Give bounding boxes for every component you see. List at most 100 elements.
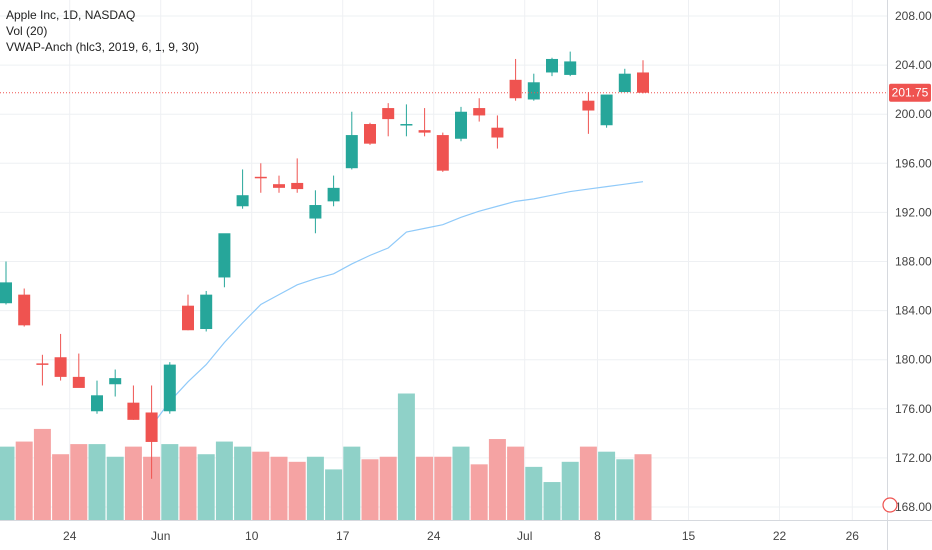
candle xyxy=(218,233,231,288)
volume-bar xyxy=(0,446,15,520)
time-tick-label: 15 xyxy=(682,529,696,543)
volume-indicator-label[interactable]: Vol (20) xyxy=(6,24,48,38)
volume-bar xyxy=(52,454,70,520)
candle xyxy=(455,106,467,142)
candle xyxy=(546,57,558,77)
candle-body xyxy=(127,402,140,420)
candle-body xyxy=(527,82,540,100)
candle xyxy=(273,175,285,193)
candle xyxy=(564,51,577,77)
volume-bar xyxy=(215,441,233,520)
volume-bar xyxy=(543,482,561,520)
candle-body xyxy=(109,378,122,385)
volume-bar xyxy=(143,456,161,520)
volume-bar xyxy=(470,464,488,520)
price-tick-label: 196.00 xyxy=(895,156,932,170)
volume-bar xyxy=(197,454,215,520)
time-tick-label: 22 xyxy=(773,529,787,543)
candle xyxy=(382,103,395,137)
volume-bar xyxy=(488,439,506,520)
price-tick-label: 180.00 xyxy=(895,353,932,367)
candle-body xyxy=(91,395,103,412)
candle-body xyxy=(236,195,249,207)
candle xyxy=(582,92,595,134)
price-tick-label: 184.00 xyxy=(895,304,932,318)
vwap-indicator-label[interactable]: VWAP-Anch (hlc3, 2019, 6, 1, 9, 30) xyxy=(6,40,199,54)
candle-body xyxy=(400,124,413,126)
candle-body xyxy=(72,376,85,388)
candle-body xyxy=(36,363,49,365)
candle xyxy=(345,111,358,170)
price-tick-label: 176.00 xyxy=(895,402,932,416)
candle-layer xyxy=(0,51,649,479)
candle xyxy=(0,261,12,305)
candle-body xyxy=(582,100,595,111)
time-tick-label: 26 xyxy=(846,529,860,543)
time-tick-label: 24 xyxy=(427,529,441,543)
scroll-icon-circle xyxy=(882,497,898,513)
candle-body xyxy=(145,412,158,442)
candle-body xyxy=(182,305,194,331)
last-price-label: 201.75 xyxy=(892,86,929,100)
volume-bar xyxy=(70,444,88,520)
price-tick-label: 200.00 xyxy=(895,107,932,121)
volume-bar xyxy=(579,446,597,520)
candle-body xyxy=(18,294,31,326)
price-tick-label: 188.00 xyxy=(895,255,932,269)
scroll-to-latest-icon[interactable] xyxy=(882,497,898,513)
chart-legend: Apple Inc, 1D, NASDAQ Vol (20) VWAP-Anch… xyxy=(6,7,199,55)
time-tick-label: 8 xyxy=(594,529,601,543)
volume-bar xyxy=(234,446,252,520)
candle xyxy=(200,290,213,332)
volume-bar xyxy=(397,393,415,520)
candle xyxy=(236,169,249,209)
candle xyxy=(400,104,413,137)
candle-body xyxy=(327,187,340,202)
candle xyxy=(109,369,122,397)
candle-body xyxy=(618,73,631,93)
candle-body xyxy=(564,61,577,75)
volume-bar xyxy=(416,456,434,520)
last-price-badge xyxy=(889,83,931,102)
candle-body xyxy=(382,108,395,120)
price-tick-label: 172.00 xyxy=(895,451,932,465)
candle xyxy=(436,132,449,172)
candle-body xyxy=(364,124,376,144)
volume-bar xyxy=(452,446,470,520)
volume-bar xyxy=(343,446,361,520)
volume-bar xyxy=(252,451,270,520)
volume-layer xyxy=(0,393,652,520)
candle-body xyxy=(546,58,558,73)
volume-bar xyxy=(379,456,397,520)
candle xyxy=(182,294,194,331)
candle xyxy=(36,354,49,386)
vwap-line xyxy=(151,181,644,427)
candle-body xyxy=(254,176,267,179)
candle xyxy=(291,158,304,193)
volume-bar xyxy=(525,466,543,520)
candle xyxy=(254,163,267,193)
candle xyxy=(491,115,504,149)
candle xyxy=(72,353,85,388)
time-tick-label: 17 xyxy=(336,529,350,543)
candle-body xyxy=(509,79,522,99)
candle-body xyxy=(273,184,285,188)
candle xyxy=(54,333,67,381)
volume-bar xyxy=(161,444,179,520)
candle xyxy=(618,68,631,93)
candle-body xyxy=(436,135,449,171)
vwap-layer xyxy=(151,181,644,427)
volume-bar xyxy=(124,446,142,520)
volume-bar xyxy=(88,444,106,520)
volume-bar xyxy=(325,469,343,520)
volume-bar xyxy=(616,459,634,520)
volume-bar xyxy=(634,454,652,520)
candle-body xyxy=(345,135,358,169)
candle-body xyxy=(637,72,649,93)
price-tick-label: 192.00 xyxy=(895,205,932,219)
candle-body xyxy=(418,130,431,133)
candle xyxy=(327,175,340,207)
volume-bar xyxy=(561,461,579,520)
symbol-title[interactable]: Apple Inc, 1D, NASDAQ xyxy=(6,8,136,22)
